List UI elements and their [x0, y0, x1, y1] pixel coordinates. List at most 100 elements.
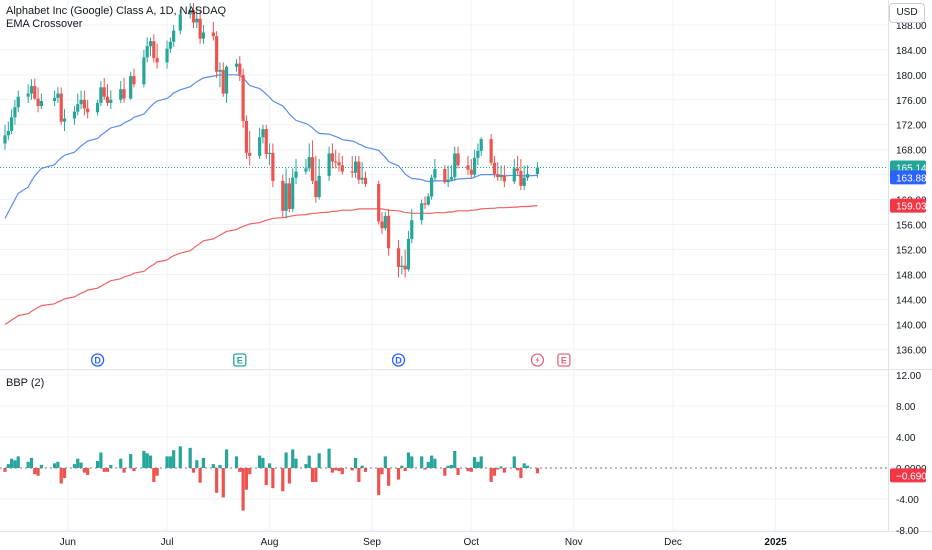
- earnings-upcoming-marker-label: E: [561, 356, 567, 366]
- bbp-bar: [360, 465, 364, 468]
- bbp-bar: [172, 450, 176, 468]
- bbp-bar: [433, 458, 437, 468]
- bbp-bar: [53, 463, 57, 468]
- candle-body: [406, 238, 411, 270]
- candle-body: [191, 9, 196, 23]
- bbp-tick-label: 4.00: [896, 433, 916, 444]
- candle-body: [238, 63, 242, 75]
- time-tick-label: Dec: [664, 537, 682, 548]
- candle-body: [62, 118, 67, 122]
- time-axis[interactable]: Jun Jul Aug Sep Oct Nov Dec 2025: [60, 537, 787, 548]
- candle-body: [264, 129, 268, 155]
- candle-body: [215, 36, 219, 72]
- candle-body: [86, 108, 90, 113]
- dividend-marker: [90, 353, 105, 367]
- candle-body: [446, 179, 450, 183]
- bbp-bar: [238, 468, 242, 472]
- bbp-bar: [211, 464, 215, 468]
- candle-body: [423, 203, 427, 205]
- candle-body: [512, 168, 516, 182]
- bbp-bar: [148, 455, 153, 468]
- candle-body: [244, 121, 249, 153]
- candle-body: [476, 150, 480, 158]
- bbp-bar: [476, 461, 480, 468]
- bbp-bar: [496, 468, 500, 470]
- candle-body: [168, 41, 172, 49]
- bbp-bar: [353, 457, 358, 468]
- bbp-bar: [224, 449, 229, 468]
- candle-body: [271, 152, 275, 181]
- bbp-bar: [284, 452, 288, 468]
- price-tick-label: 140.00: [896, 320, 927, 331]
- candle-body: [334, 161, 338, 163]
- candle-body: [172, 30, 176, 42]
- ema-fast-badge-bg: [890, 170, 926, 185]
- dividend-marker-label: D: [395, 356, 402, 366]
- candle-body: [499, 175, 503, 178]
- indicator-name[interactable]: EMA Crossover: [6, 18, 83, 30]
- bbp-tick-label: -4.00: [896, 495, 919, 506]
- bbp-bar: [155, 468, 159, 476]
- bbp-bar: [248, 468, 252, 475]
- candle-body: [198, 18, 202, 39]
- bbp-bar: [26, 461, 30, 468]
- currency-button[interactable]: USD: [889, 3, 925, 23]
- bbp-bar: [152, 468, 156, 482]
- candle-body: [340, 165, 344, 172]
- earnings-upcoming-marker: [557, 353, 571, 367]
- bbp-bar: [241, 468, 245, 511]
- candle-body: [430, 177, 434, 197]
- bbp-bar: [142, 450, 146, 468]
- candle-body: [261, 129, 265, 138]
- bbp-bar: [340, 468, 344, 475]
- candle-body: [56, 93, 60, 98]
- bbp-bar: [82, 468, 86, 473]
- candle-body: [211, 32, 215, 37]
- candle-body: [102, 87, 106, 97]
- bbp-bar: [215, 468, 219, 493]
- bbp-last-badge: −0.6902: [896, 471, 932, 482]
- bbp-bar: [234, 456, 239, 468]
- candle-body: [129, 76, 133, 99]
- candle-body: [224, 66, 229, 94]
- ema-slow-path: [4, 205, 538, 325]
- bbp-bar: [261, 457, 265, 468]
- candle-body: [535, 167, 540, 175]
- bbp-tick-label: 8.00: [896, 402, 916, 413]
- subpane-title[interactable]: BBP (2): [6, 377, 45, 389]
- bbp-bar: [456, 468, 460, 475]
- bbp-bar: [119, 458, 123, 468]
- candle-body: [314, 180, 318, 198]
- bbp-bar: [357, 468, 361, 482]
- candle-body: [267, 152, 272, 155]
- candle-body: [76, 104, 80, 112]
- bbp-bar: [267, 463, 272, 468]
- time-tick-label: Sep: [363, 537, 381, 548]
- bbp-bar: [6, 464, 10, 468]
- time-tick-label: Jul: [161, 537, 174, 548]
- candle-body: [357, 161, 361, 180]
- candle-body: [377, 184, 381, 222]
- candle-body: [363, 177, 368, 184]
- ema-slow-badge-bg: [890, 198, 926, 213]
- ema-fast-line: [4, 74, 538, 219]
- candle-body: [310, 157, 315, 181]
- candle-body: [502, 175, 506, 182]
- bbp-axis[interactable]: 12.008.004.000.0000-4.00-8.00: [896, 371, 927, 537]
- bbp-bar: [145, 453, 149, 468]
- bbp-bar: [304, 464, 308, 468]
- bbp-bar: [3, 468, 7, 472]
- bbp-tick-label: 12.00: [896, 371, 921, 382]
- bbp-bar: [168, 456, 172, 468]
- candle-body: [420, 203, 424, 221]
- bbp-bar: [13, 460, 17, 468]
- dividend-marker-label: D: [94, 356, 101, 366]
- price-axis[interactable]: 136.00140.00144.00148.00152.00156.00160.…: [896, 21, 927, 356]
- candle-body: [105, 96, 110, 103]
- bbp-bar: [281, 468, 285, 492]
- bbp-bar: [221, 468, 225, 498]
- price-tick-label: 184.00: [896, 46, 927, 57]
